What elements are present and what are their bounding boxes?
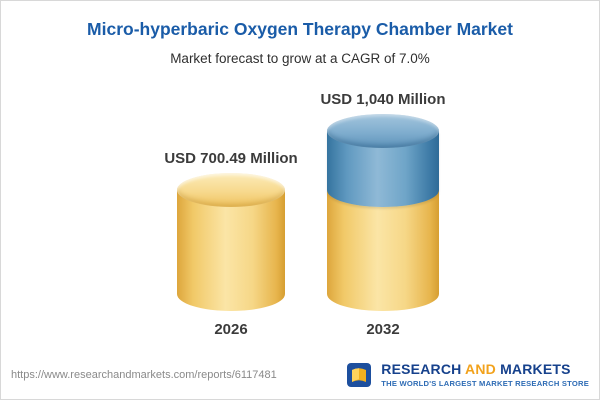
logo-word-and: AND	[465, 361, 496, 378]
bar-cylinder-2026	[177, 173, 285, 311]
cylinder-body-2026	[177, 190, 285, 311]
source-url: https://www.researchandmarkets.com/repor…	[11, 369, 277, 381]
bar-cylinder-2032	[327, 114, 439, 311]
x-axis-label-2026: 2026	[214, 321, 248, 338]
x-axis-label-2032: 2032	[366, 321, 400, 338]
cylinder-base-segment-2032	[327, 190, 439, 311]
footer: https://www.researchandmarkets.com/repor…	[1, 355, 599, 399]
value-label-2032: USD 1,040 Million	[320, 91, 446, 108]
logo-icon	[345, 360, 375, 390]
logo-tagline: THE WORLD'S LARGEST MARKET RESEARCH STOR…	[381, 378, 589, 388]
logo-word-markets: MARKETS	[500, 361, 571, 378]
cylinder-top-cap-2026	[177, 173, 285, 207]
chart-title: Micro-hyperbaric Oxygen Therapy Chamber …	[87, 19, 513, 39]
chart-subtitle: Market forecast to grow at a CAGR of 7.0…	[170, 51, 430, 66]
logo-title: RESEARCH AND MARKETS	[381, 362, 589, 377]
value-label-2026: USD 700.49 Million	[164, 150, 298, 167]
logo: RESEARCH AND MARKETS THE WORLD'S LARGEST…	[345, 360, 589, 390]
cylinder-top-cap-2032	[327, 114, 439, 148]
logo-text-block: RESEARCH AND MARKETS THE WORLD'S LARGEST…	[381, 362, 589, 388]
logo-word-research: RESEARCH	[381, 361, 462, 378]
